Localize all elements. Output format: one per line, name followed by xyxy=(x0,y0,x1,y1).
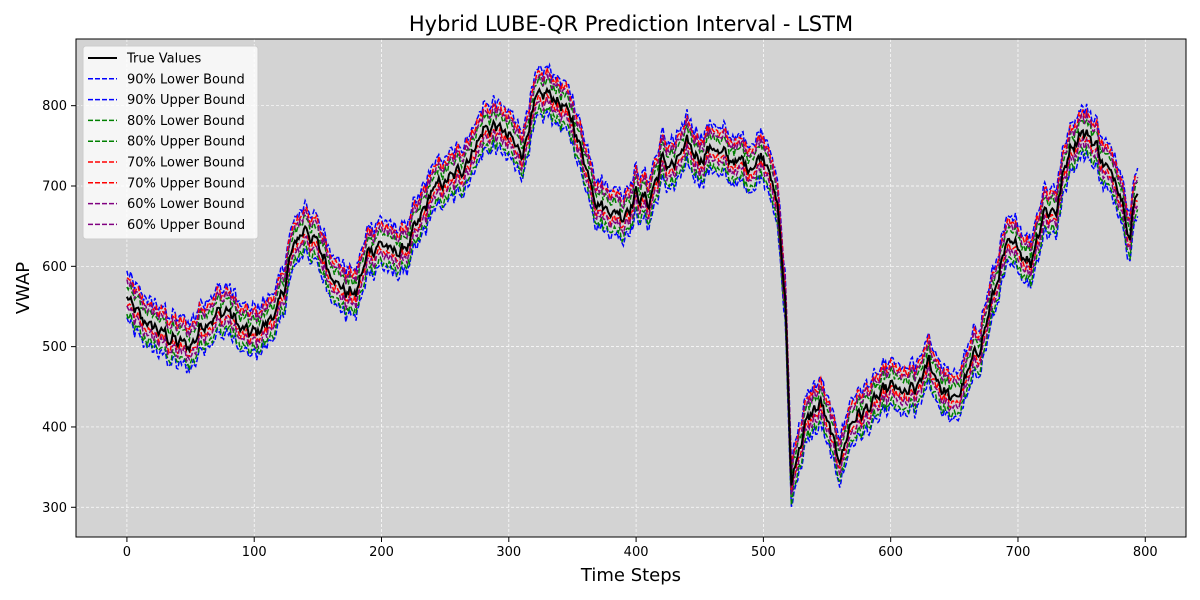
legend-entry: 90% Lower Bound xyxy=(127,72,245,87)
plot-frame xyxy=(75,38,1187,538)
legend-entry: 80% Upper Bound xyxy=(127,135,245,150)
x-axis-label: Time Steps xyxy=(580,565,681,586)
x-tick-label: 300 xyxy=(496,545,521,560)
y-axis: 300 400 500 600 700 800 xyxy=(42,99,76,516)
x-tick-label: 400 xyxy=(624,545,649,560)
x-tick-label: 800 xyxy=(1133,545,1158,560)
series-line-80-upper-bound xyxy=(126,73,1139,476)
legend: True Values 90% Lower Bound 90% Upper Boun… xyxy=(82,45,259,240)
chart-title: Hybrid LUBE-QR Prediction Interval - LST… xyxy=(409,12,853,36)
legend-entry: 90% Upper Bound xyxy=(127,93,245,108)
legend-entry: True Values xyxy=(126,52,201,67)
x-axis: 0 100 200 300 400 500 600 700 800 xyxy=(123,537,1158,560)
x-tick-label: 0 xyxy=(123,545,131,560)
legend-entry: 70% Upper Bound xyxy=(127,176,245,191)
x-tick-label: 200 xyxy=(369,545,394,560)
y-tick-label: 700 xyxy=(42,179,67,194)
y-tick-label: 600 xyxy=(42,260,67,275)
y-tick-label: 300 xyxy=(42,501,67,516)
x-tick-label: 700 xyxy=(1006,545,1031,560)
y-tick-label: 500 xyxy=(42,340,67,355)
legend-box xyxy=(82,45,259,240)
legend-entry: 60% Upper Bound xyxy=(127,218,245,233)
x-tick-label: 600 xyxy=(878,545,903,560)
series-layer xyxy=(125,62,1139,507)
x-tick-label: 500 xyxy=(751,545,776,560)
y-axis-label: VWAP xyxy=(13,262,34,314)
y-tick-label: 800 xyxy=(42,99,67,114)
series-line-90-lower-bound xyxy=(126,108,1139,507)
legend-entry: 60% Lower Bound xyxy=(127,197,245,212)
x-tick-label: 100 xyxy=(242,545,267,560)
series-line-70-lower-bound xyxy=(126,92,1138,492)
legend-entry: 80% Lower Bound xyxy=(127,114,245,129)
series-line-60-lower-bound xyxy=(126,95,1139,495)
series-line-70-upper-bound xyxy=(126,67,1138,465)
series-line-60-upper-bound xyxy=(126,71,1139,471)
series-line-true-values xyxy=(125,86,1139,486)
y-tick-label: 400 xyxy=(42,420,67,435)
legend-entry: 70% Lower Bound xyxy=(127,156,245,171)
series-line-80-lower-bound xyxy=(126,102,1139,506)
